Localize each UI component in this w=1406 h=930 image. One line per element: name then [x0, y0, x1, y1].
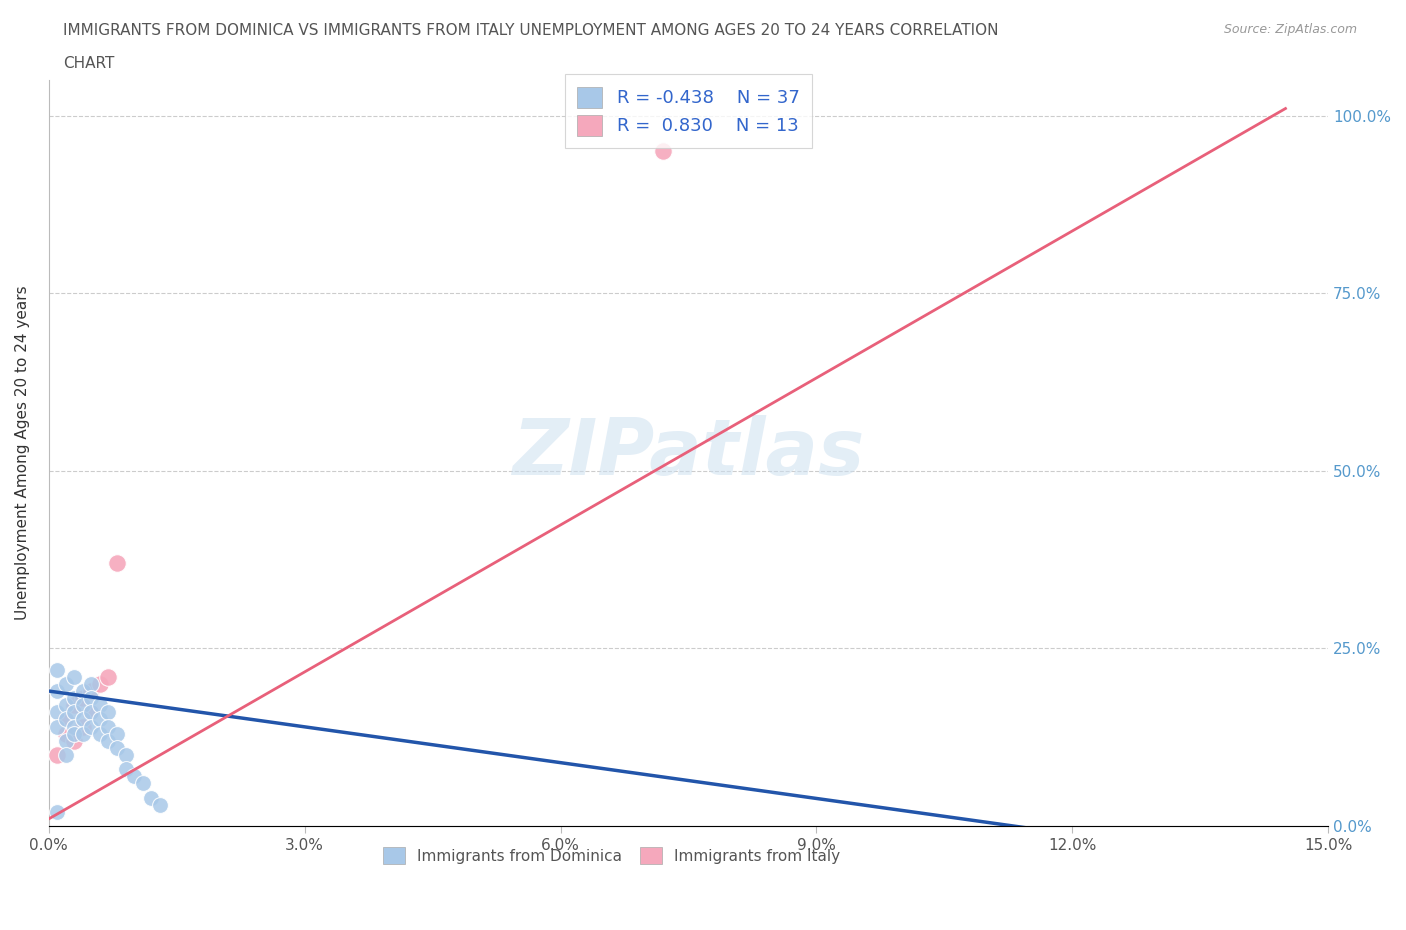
Point — [97, 719, 120, 734]
Point — [72, 684, 94, 698]
Point — [131, 776, 153, 790]
Point — [97, 734, 120, 749]
Point — [80, 691, 103, 706]
Point — [63, 691, 86, 706]
Point — [89, 698, 111, 712]
Point — [63, 698, 86, 712]
Point — [63, 719, 86, 734]
Point — [105, 726, 128, 741]
Point — [97, 705, 120, 720]
Point — [89, 676, 111, 691]
Point — [80, 705, 103, 720]
Point — [139, 790, 162, 805]
Point — [55, 698, 77, 712]
Point — [46, 684, 69, 698]
Point — [72, 719, 94, 734]
Point — [72, 698, 94, 712]
Text: CHART: CHART — [63, 56, 115, 71]
Point — [63, 726, 86, 741]
Point — [55, 712, 77, 727]
Point — [114, 762, 136, 777]
Point — [72, 712, 94, 727]
Point — [55, 748, 77, 763]
Point — [114, 748, 136, 763]
Point — [97, 670, 120, 684]
Point — [122, 769, 145, 784]
Point — [80, 676, 103, 691]
Text: IMMIGRANTS FROM DOMINICA VS IMMIGRANTS FROM ITALY UNEMPLOYMENT AMONG AGES 20 TO : IMMIGRANTS FROM DOMINICA VS IMMIGRANTS F… — [63, 23, 998, 38]
Point — [72, 726, 94, 741]
Point — [80, 719, 103, 734]
Point — [55, 734, 77, 749]
Point — [80, 705, 103, 720]
Point — [46, 705, 69, 720]
Point — [105, 740, 128, 755]
Point — [651, 144, 673, 159]
Point — [55, 712, 77, 727]
Point — [55, 676, 77, 691]
Point — [89, 726, 111, 741]
Point — [89, 712, 111, 727]
Text: ZIPatlas: ZIPatlas — [512, 415, 865, 491]
Point — [63, 670, 86, 684]
Point — [72, 691, 94, 706]
Point — [80, 684, 103, 698]
Point — [46, 662, 69, 677]
Point — [63, 734, 86, 749]
Legend: Immigrants from Dominica, Immigrants from Italy: Immigrants from Dominica, Immigrants fro… — [377, 841, 846, 870]
Point — [63, 705, 86, 720]
Point — [46, 719, 69, 734]
Point — [149, 797, 172, 812]
Point — [105, 556, 128, 571]
Y-axis label: Unemployment Among Ages 20 to 24 years: Unemployment Among Ages 20 to 24 years — [15, 286, 30, 620]
Text: Source: ZipAtlas.com: Source: ZipAtlas.com — [1223, 23, 1357, 36]
Point — [55, 726, 77, 741]
Point — [46, 748, 69, 763]
Point — [46, 804, 69, 819]
